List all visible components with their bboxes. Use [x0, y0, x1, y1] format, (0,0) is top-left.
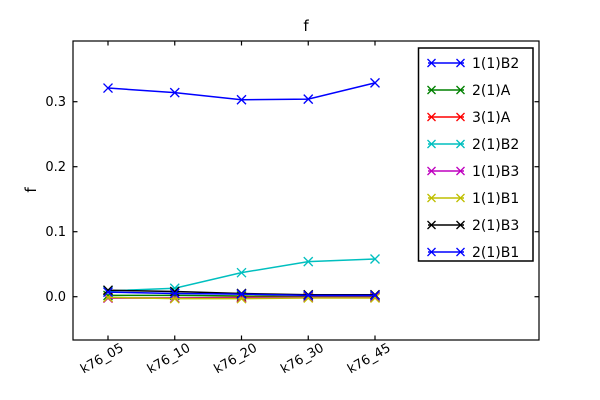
series-line-2(1)B2 — [107, 258, 376, 292]
series-marker-x-1(1)B2 — [169, 87, 180, 98]
legend-sample-marker-x-2(1)A — [427, 85, 436, 95]
series-marker-x-2(1)B1 — [236, 289, 247, 300]
legend-sample-marker-x-2(1)B3 — [427, 220, 436, 230]
series-marker-x-1(1)B2 — [303, 94, 314, 105]
plot-area: k76_05 k76_10 k76_20 k76_30 k76_45 0.0 0.1 0.2 0… — [45, 40, 540, 378]
legend-sample-marker-x-2(1)B3 — [456, 220, 465, 230]
series-marker-x-2(1)B1 — [103, 287, 113, 298]
x-tick-label: k76_20 — [212, 341, 260, 378]
series-marker-x-1(1)B2 — [370, 77, 380, 88]
y-axis-label: f — [22, 187, 40, 193]
legend-sample-marker-x-1(1)B1 — [427, 193, 436, 203]
legend-item-label: 2(1)B2 — [472, 137, 519, 153]
series-marker-x-2(1)B1 — [303, 290, 314, 301]
series-marker-x-1(1)B1 — [370, 293, 380, 303]
series-marker-x-2(1)B2 — [303, 256, 314, 267]
legend-item-label: 1(1)B3 — [472, 164, 519, 180]
series-line-1(1)B2 — [107, 82, 376, 101]
legend-sample-marker-x-2(1)B2 — [456, 139, 465, 149]
legend-sample-marker-x-3(1)A — [456, 112, 465, 122]
series-marker-x-2(1)B1 — [169, 288, 180, 299]
x-tick-label: k76_10 — [145, 341, 193, 378]
series-marker-x-2(1)B3 — [103, 285, 113, 296]
legend-sample-marker-x-3(1)A — [427, 112, 436, 122]
series-marker-x-1(1)B2 — [103, 83, 113, 94]
y-tick-label: 0.3 — [45, 95, 66, 110]
series-marker-x-1(1)B2 — [236, 94, 247, 105]
legend-sample-marker-x-2(1)B1 — [427, 247, 436, 257]
x-tick-label: k76_30 — [278, 341, 326, 378]
legend-sample-marker-x-1(1)B3 — [456, 166, 465, 176]
y-tick-label: 0.2 — [45, 160, 66, 175]
y-tick-label: 0.1 — [45, 225, 66, 240]
legend-item-label: 1(1)B2 — [472, 56, 519, 72]
legend-sample-marker-x-1(1)B1 — [456, 193, 465, 203]
plot-border — [72, 40, 540, 341]
series-marker-x-2(1)B1 — [370, 290, 380, 301]
chart-title: f — [303, 17, 309, 35]
legend-item-label: 2(1)A — [472, 83, 511, 99]
series-marker-x-2(1)B2 — [236, 267, 247, 278]
legend-sample-marker-x-1(1)B2 — [427, 58, 436, 68]
legend-item-label: 2(1)B1 — [472, 245, 519, 261]
legend-sample-marker-x-2(1)A — [456, 85, 465, 95]
legend-item-label: 2(1)B3 — [472, 218, 519, 234]
series-marker-x-2(1)B2 — [370, 254, 380, 264]
legend-item-label: 3(1)A — [472, 110, 511, 126]
legend-sample-marker-x-1(1)B2 — [456, 58, 465, 68]
x-tick-label: k76_45 — [345, 341, 393, 378]
x-tick-label: k76_05 — [78, 341, 126, 378]
legend-item-label: 1(1)B1 — [472, 191, 519, 207]
series-marker-x-2(1)B3 — [169, 286, 180, 297]
legend-sample-marker-x-2(1)B1 — [456, 247, 465, 257]
legend-sample-marker-x-2(1)B2 — [427, 139, 436, 149]
legend-sample-marker-x-1(1)B3 — [427, 166, 436, 176]
y-tick-label: 0.0 — [45, 290, 66, 305]
